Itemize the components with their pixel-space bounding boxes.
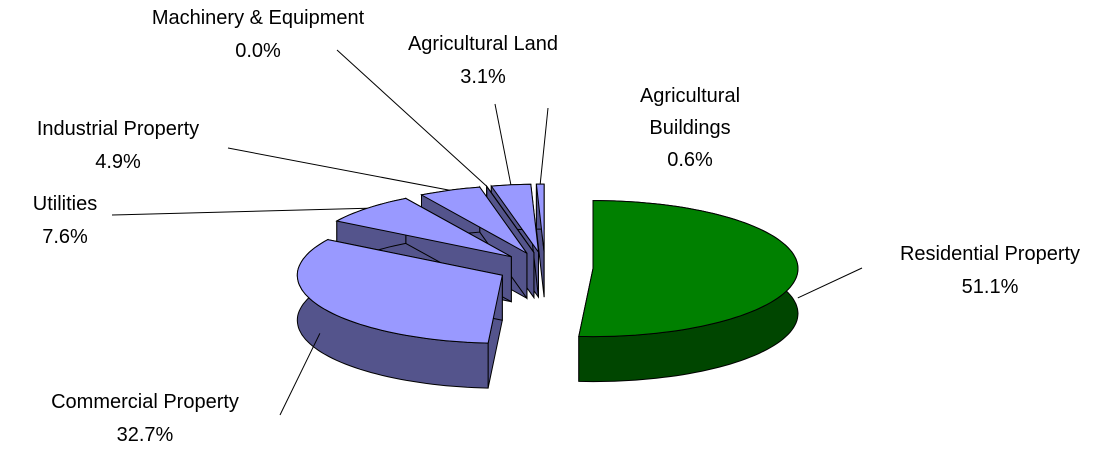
data-label: Utilities 7.6%: [33, 188, 97, 254]
value-label: 7.6%: [42, 226, 88, 248]
category-label: Utilities: [32, 193, 98, 215]
slice-top: [578, 200, 799, 338]
slice: [296, 238, 503, 389]
leader-line: [494, 103, 512, 185]
value-label: 51.1%: [961, 276, 1019, 298]
category-label: Machinery & Equipment: [151, 7, 365, 29]
data-label: Machinery & Equipment 0.0%: [152, 2, 364, 68]
slice-top: [296, 239, 503, 344]
leader-line: [111, 207, 368, 216]
value-label: 4.9%: [95, 151, 141, 173]
leader-line: [227, 147, 450, 191]
slice: [578, 200, 799, 383]
data-label: Agricultural Buildings 0.6%: [625, 80, 755, 176]
value-label: 0.6%: [667, 149, 713, 171]
data-label: Agricultural Land 3.1%: [408, 28, 558, 94]
leader-line: [279, 333, 321, 416]
value-label: 32.7%: [116, 424, 174, 446]
data-label: Commercial Property 32.7%: [51, 386, 239, 452]
slice: [535, 183, 545, 298]
category-label: Industrial Property: [36, 118, 200, 140]
leader-line: [336, 49, 488, 187]
leader-line: [539, 107, 549, 185]
leader-line: [797, 267, 863, 299]
category-label: Agricultural Land: [407, 33, 559, 55]
data-label: Industrial Property 4.9%: [37, 113, 199, 179]
value-label: 0.0%: [235, 40, 281, 62]
category-label: Commercial Property: [51, 391, 239, 413]
category-label: Agricultural Buildings: [639, 85, 741, 139]
category-label: Residential Property: [899, 243, 1081, 265]
value-label: 3.1%: [460, 66, 506, 88]
data-label: Residential Property 51.1%: [900, 238, 1080, 304]
